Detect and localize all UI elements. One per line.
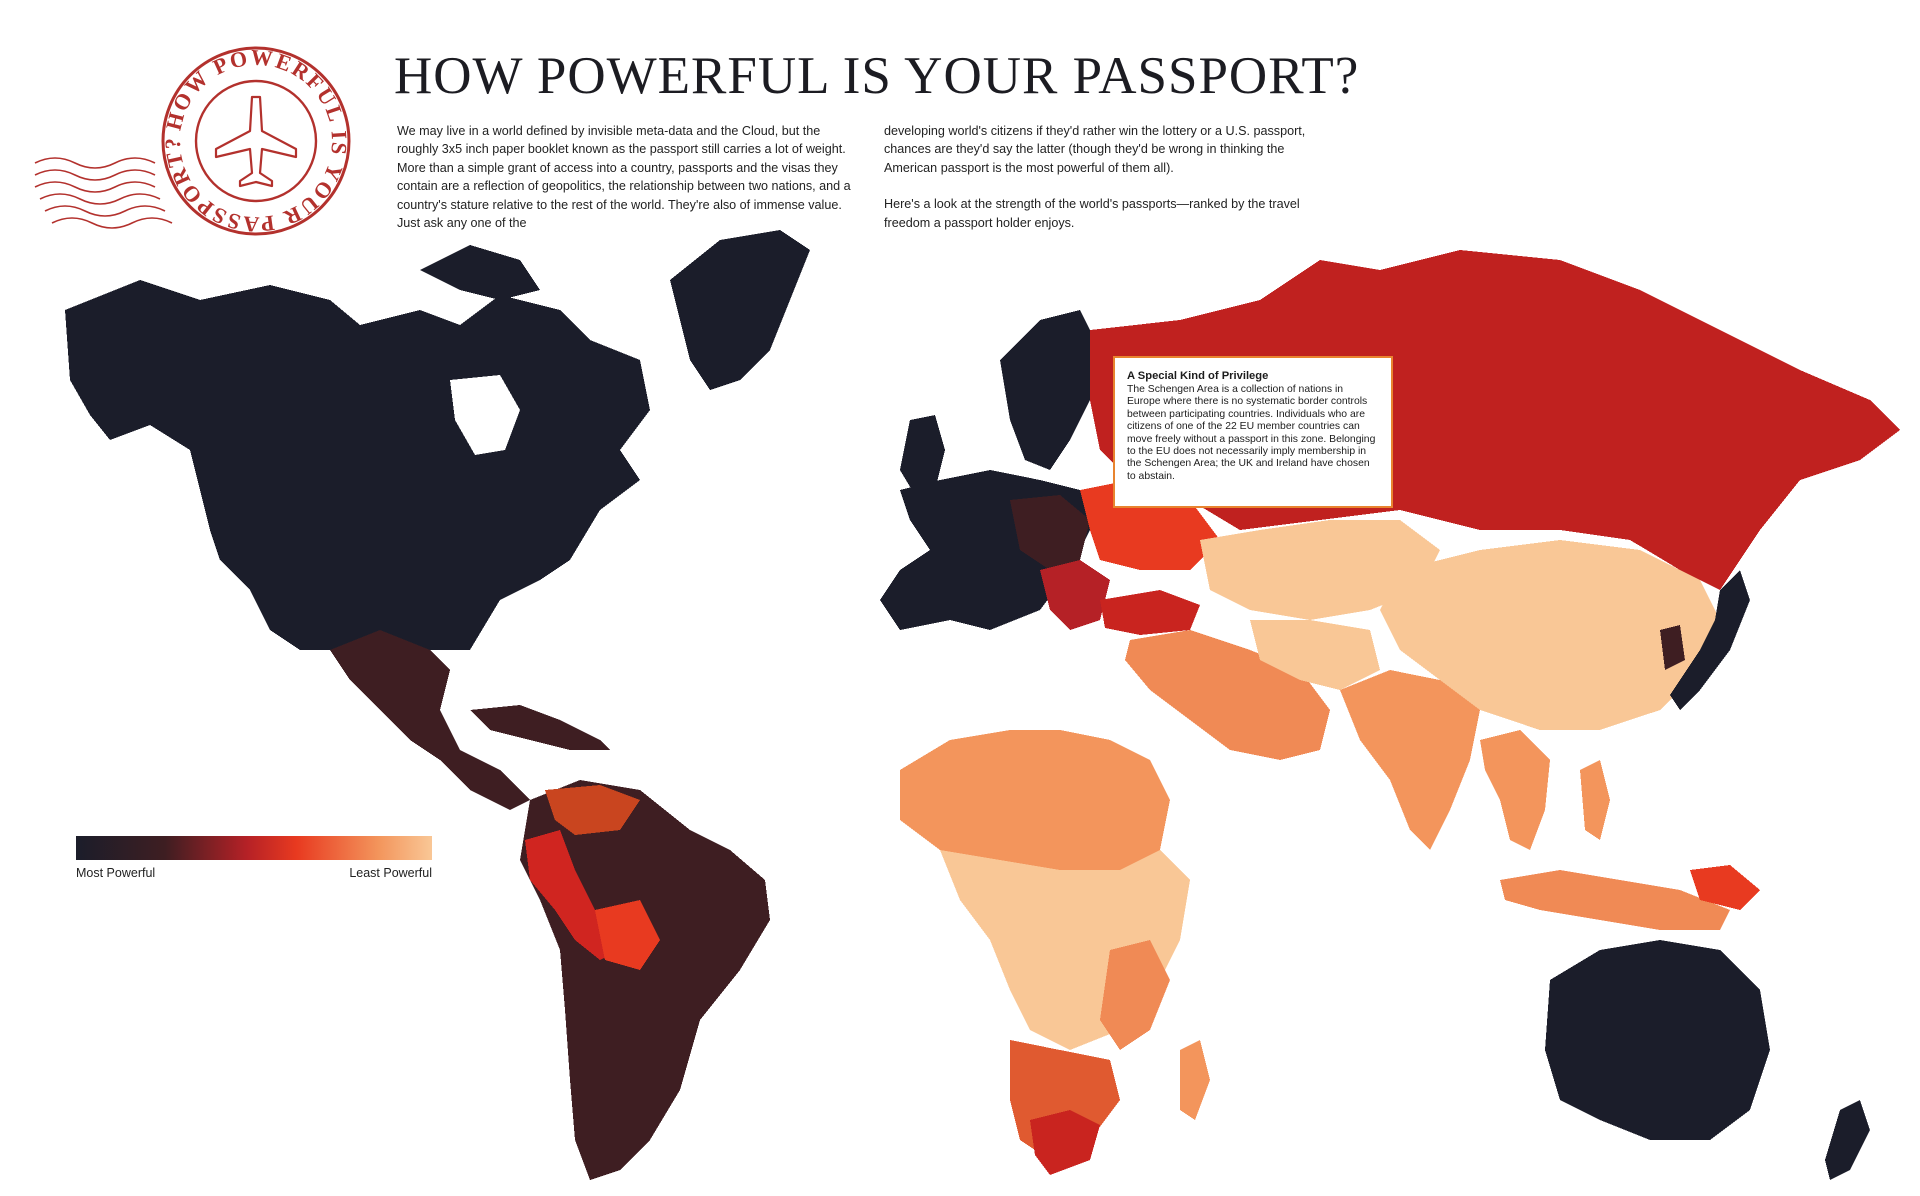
region-venezuela-colombia	[545, 785, 640, 835]
region-bolivia	[595, 900, 660, 970]
region-mexico-central-america	[330, 630, 530, 810]
region-north-america	[65, 280, 650, 650]
page-title: HOW POWERFUL IS YOUR PASSPORT?	[394, 47, 1360, 105]
region-south-asia	[1340, 670, 1480, 850]
region-philippines	[1580, 760, 1610, 840]
region-madagascar	[1180, 1040, 1210, 1120]
region-british-isles	[900, 415, 945, 495]
legend-max-label: Least Powerful	[349, 866, 432, 880]
schengen-callout: A Special Kind of Privilege The Schengen…	[1113, 356, 1393, 508]
region-korea	[1660, 625, 1685, 670]
legend-labels: Most Powerful Least Powerful	[76, 866, 432, 880]
region-turkey	[1100, 590, 1200, 635]
region-australia	[1545, 940, 1770, 1140]
region-iran-afghanistan	[1250, 620, 1380, 690]
region-china	[1380, 540, 1720, 730]
world-passport-map	[65, 230, 1900, 1180]
region-east-africa	[1100, 940, 1170, 1050]
region-scandinavia	[1000, 310, 1100, 470]
region-caribbean	[470, 705, 610, 750]
intro-paragraph-right-2: Here's a look at the strength of the wor…	[884, 197, 1300, 230]
region-balkans	[1040, 560, 1110, 630]
region-central-europe	[1010, 495, 1090, 570]
callout-body: The Schengen Area is a collection of nat…	[1127, 384, 1376, 482]
passport-stamp-icon: HOW POWERFUL IS YOUR PASSPORT?	[34, 45, 351, 237]
region-andean-countries	[525, 830, 620, 960]
region-papua	[1690, 865, 1760, 910]
intro-column-left: We may live in a world defined by invisi…	[397, 122, 852, 232]
region-southeast-asia	[1480, 730, 1550, 850]
region-south-africa	[1030, 1110, 1100, 1175]
region-hudson-bay	[450, 375, 520, 455]
region-north-africa	[900, 730, 1170, 870]
region-central-asia	[1200, 520, 1440, 620]
region-indonesia	[1500, 870, 1730, 930]
intro-paragraph-right-1: developing world's citizens if they'd ra…	[884, 124, 1306, 175]
region-canadian-islands	[420, 245, 540, 300]
legend-min-label: Most Powerful	[76, 866, 156, 880]
region-new-zealand	[1825, 1100, 1870, 1180]
region-japan	[1670, 570, 1750, 710]
intro-paragraph-left: We may live in a world defined by invisi…	[397, 124, 851, 231]
map-legend: Most Powerful Least Powerful	[76, 836, 432, 880]
region-south-america	[520, 780, 770, 1180]
intro-column-right: developing world's citizens if they'd ra…	[884, 122, 1339, 250]
callout-title: A Special Kind of Privilege	[1127, 370, 1269, 382]
legend-gradient-bar	[76, 836, 432, 860]
region-greenland	[670, 230, 810, 390]
